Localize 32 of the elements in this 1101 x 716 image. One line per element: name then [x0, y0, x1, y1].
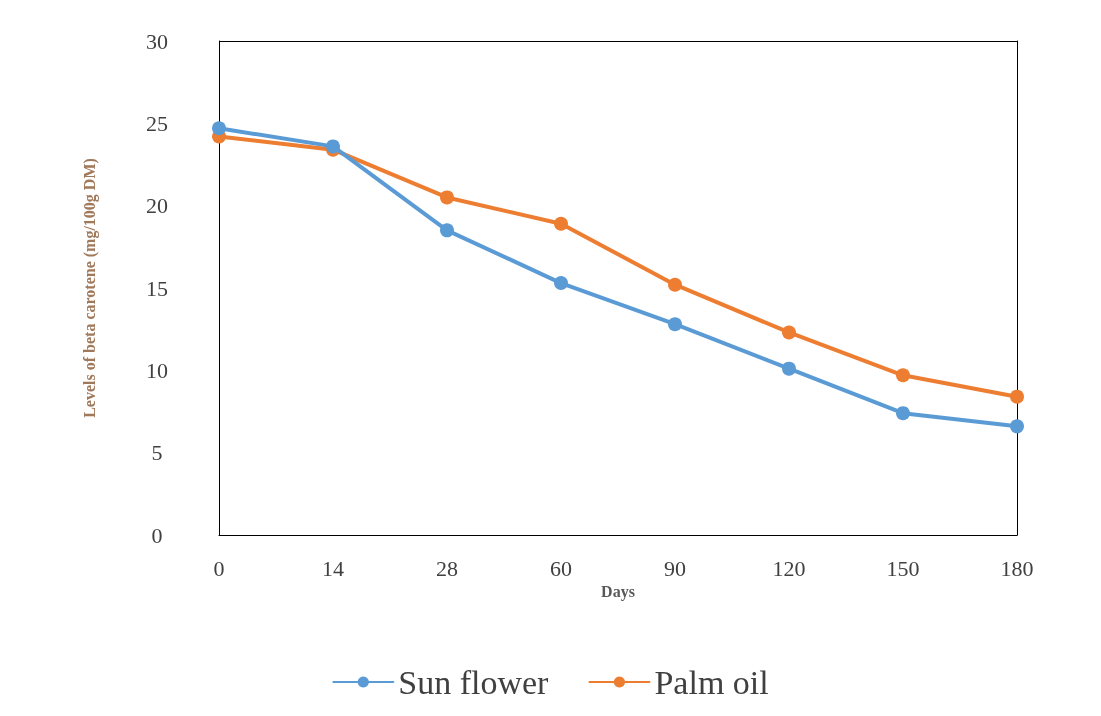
point [782, 325, 796, 340]
x-tick-label: 90 [664, 555, 686, 581]
x-tick-label: 120 [772, 555, 806, 581]
point [896, 368, 910, 383]
y-tick-label: 5 [151, 440, 163, 466]
x-tick-label: 14 [322, 555, 344, 581]
x-tick-label: 60 [550, 555, 572, 581]
x-tick-label: 180 [1000, 555, 1034, 581]
x-tick-label: 28 [436, 555, 458, 581]
point [440, 190, 454, 205]
point [782, 361, 796, 376]
legend-label: Sun flower [398, 663, 550, 701]
point [1010, 389, 1024, 404]
y-tick-label: 30 [146, 28, 168, 54]
point [554, 216, 568, 231]
x-tick-label: 150 [886, 555, 920, 581]
point [440, 223, 454, 238]
point [1010, 419, 1024, 434]
point [212, 121, 226, 136]
y-axis-title: Levels of beta carotene (mg/100g DM) [80, 158, 99, 418]
y-tick-label: 0 [151, 522, 163, 548]
y-tick-label: 15 [146, 275, 168, 301]
y-tick-label: 25 [146, 110, 168, 136]
point [896, 406, 910, 421]
legend-label: Palm oil [654, 663, 769, 701]
y-tick-label: 10 [146, 357, 168, 383]
y-tick-label: 20 [146, 193, 168, 219]
point [554, 276, 568, 291]
point [668, 277, 682, 292]
point [668, 317, 682, 332]
x-tick-label: 0 [213, 555, 225, 581]
x-axis-title: Days [601, 583, 635, 602]
